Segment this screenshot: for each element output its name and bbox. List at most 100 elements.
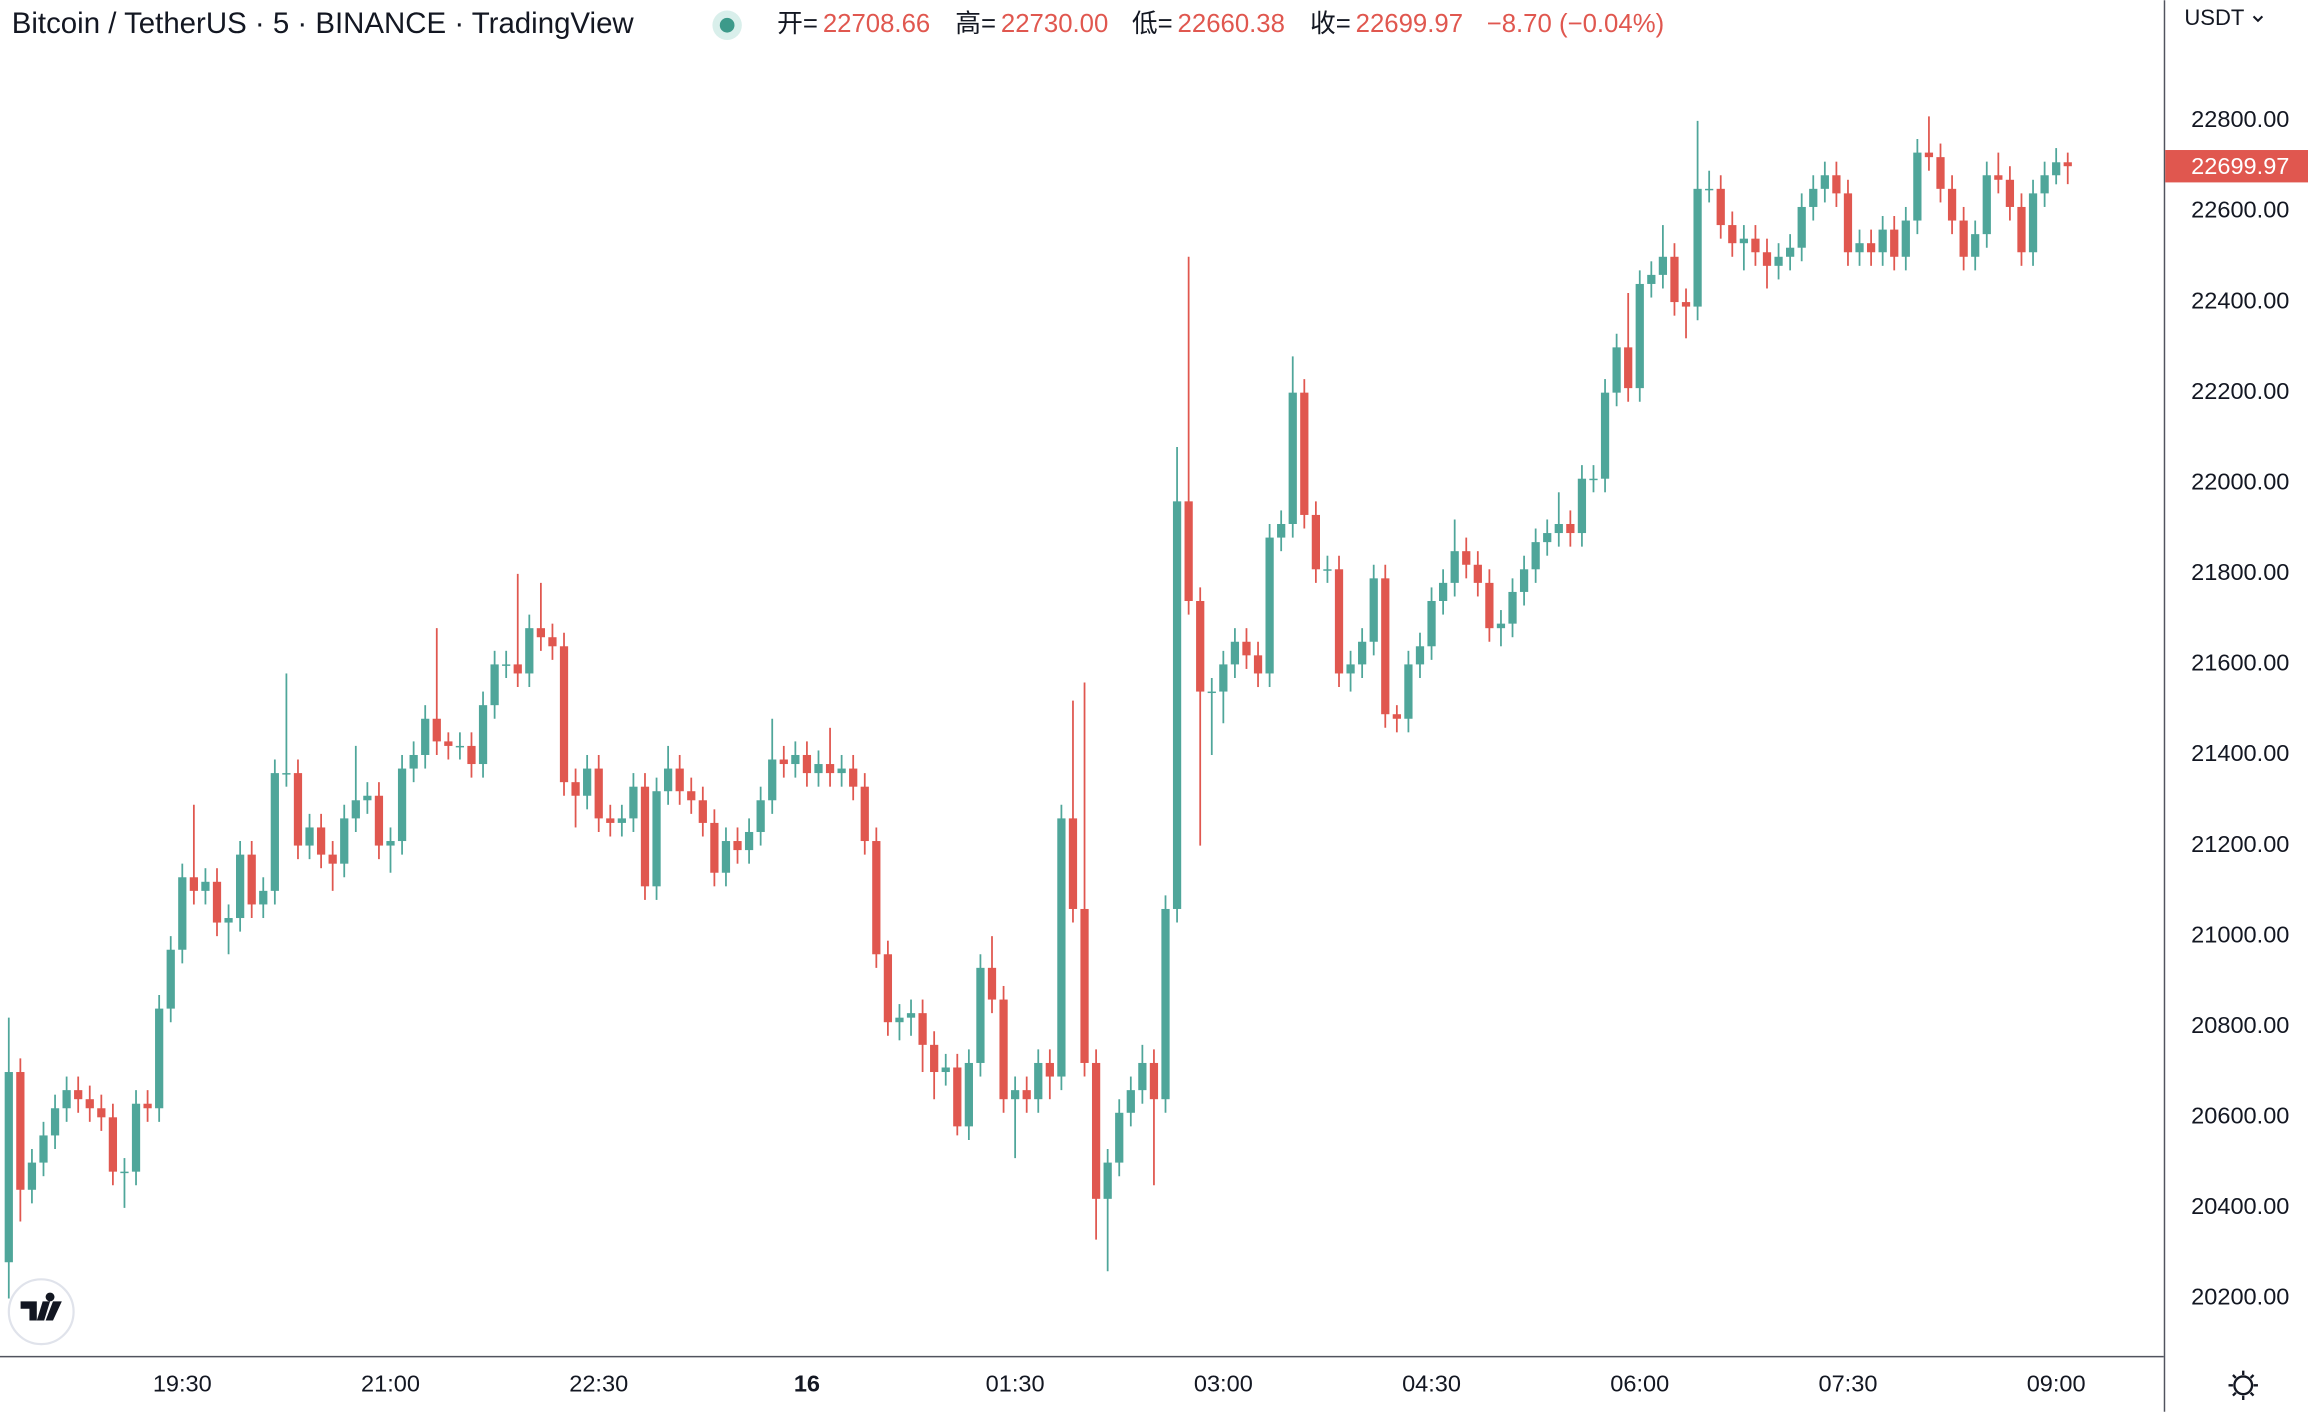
candle-body <box>2040 175 2049 194</box>
logo-mark[interactable] <box>20 1292 62 1321</box>
legend-label: 开= <box>777 10 818 38</box>
candle-body <box>1959 220 1968 257</box>
last-price-tag <box>2165 150 2308 183</box>
candle-body <box>1253 655 1263 674</box>
candle-body <box>1230 641 1240 665</box>
legend-label: 高= <box>955 9 996 38</box>
candle-body <box>1011 1090 1020 1100</box>
candle-body <box>640 786 650 887</box>
candle-body <box>999 999 1008 1100</box>
candle-body <box>1161 908 1170 1100</box>
candle-body <box>525 628 534 674</box>
candle-body <box>1832 175 1841 194</box>
candle-body <box>964 1062 973 1127</box>
candle-body <box>1705 188 1714 191</box>
candle-body <box>768 759 777 801</box>
candle-body <box>247 854 256 905</box>
candle-body <box>374 795 384 846</box>
candle-body <box>236 854 245 919</box>
candle-body <box>1982 175 1991 235</box>
currency-chevron[interactable] <box>2252 15 2264 23</box>
y-tick-label: 21400.00 <box>2191 740 2289 766</box>
candle-body <box>1519 569 1529 592</box>
candle-body <box>166 949 175 1009</box>
settings-gear[interactable] <box>2228 1370 2258 1401</box>
candle-body <box>1323 569 1332 571</box>
candle-body <box>1311 514 1320 570</box>
candle-body <box>1034 1062 1043 1100</box>
candle-body <box>62 1090 71 1109</box>
candle-body <box>791 754 800 765</box>
legend-label: 收= <box>1310 9 1351 38</box>
gear-ring[interactable] <box>2233 1375 2254 1396</box>
candle-body <box>1994 175 2003 180</box>
candle-body <box>1288 392 1297 524</box>
x-tick-label: 03:00 <box>1194 1371 1253 1397</box>
candle-body <box>1751 238 1760 253</box>
candle-body <box>1612 347 1621 393</box>
candle-body <box>1346 664 1355 674</box>
last-price-label: 22699.97 <box>2191 153 2289 179</box>
candle-body <box>652 791 661 887</box>
y-tick-label: 21800.00 <box>2191 559 2289 585</box>
currency-selector[interactable]: USDT <box>2184 5 2244 30</box>
candle-body <box>1334 569 1344 674</box>
candle-body <box>16 1072 25 1190</box>
candle-body <box>351 800 360 819</box>
candle-body <box>1878 229 1887 253</box>
x-tick-label: 06:00 <box>1610 1371 1669 1397</box>
candle-body <box>1381 578 1390 715</box>
candle-body <box>259 890 268 905</box>
candle-body <box>1404 664 1413 719</box>
candle-body <box>1762 252 1772 266</box>
legend-value: 22699.97 <box>1356 10 1463 38</box>
candle-body <box>559 646 569 783</box>
candle-body <box>1716 188 1725 226</box>
candle-body <box>1924 152 1934 158</box>
candle-body <box>976 967 985 1063</box>
x-tick-label: 16 <box>794 1371 820 1397</box>
candle-body <box>1149 1062 1159 1100</box>
candle-body <box>2005 179 2015 207</box>
candle-body <box>1855 243 1864 253</box>
candle-body <box>1971 234 1980 257</box>
status-dot <box>719 17 735 33</box>
candle-body <box>1739 238 1748 244</box>
candle-body <box>502 664 511 666</box>
candle-body <box>1184 501 1193 601</box>
tradingview-logo[interactable] <box>7 1278 75 1346</box>
candle-body <box>721 841 731 873</box>
candle-body <box>1068 818 1078 909</box>
candle-body <box>918 1013 927 1045</box>
candle-body <box>594 768 603 819</box>
legend-value: 22730.00 <box>1001 10 1108 38</box>
candle-body <box>1890 229 1899 257</box>
candle-body <box>1947 188 1957 221</box>
candle-body <box>814 764 823 774</box>
candle-body <box>1600 392 1610 479</box>
x-tick-label: 19:30 <box>153 1371 212 1397</box>
candle-body <box>305 827 314 846</box>
symbol-title[interactable]: Bitcoin / TetherUS · 5 · BINANCE · Tradi… <box>12 7 635 40</box>
y-tick-label: 21200.00 <box>2191 831 2289 857</box>
legend-value: 22708.66 <box>823 10 930 38</box>
candle-body <box>340 818 349 864</box>
candle-body <box>1866 243 1876 253</box>
candle-body <box>1543 533 1552 543</box>
candle-body <box>860 786 869 842</box>
candle-body <box>698 800 707 823</box>
candle-body <box>536 628 546 638</box>
candle-body <box>1786 247 1795 257</box>
candle-body <box>1300 392 1309 515</box>
candle-body <box>1091 1062 1101 1199</box>
x-tick-label: 09:00 <box>2027 1371 2086 1397</box>
candle-body <box>467 745 476 765</box>
y-tick-label: 22000.00 <box>2191 468 2289 494</box>
gear-teeth[interactable] <box>2228 1370 2258 1401</box>
legend-label: 低= <box>1132 9 1173 38</box>
candle-body <box>270 773 279 891</box>
candle-body <box>1358 641 1367 665</box>
candle-body <box>1843 193 1853 253</box>
candle-body <box>224 918 233 923</box>
candle-body <box>85 1099 94 1109</box>
